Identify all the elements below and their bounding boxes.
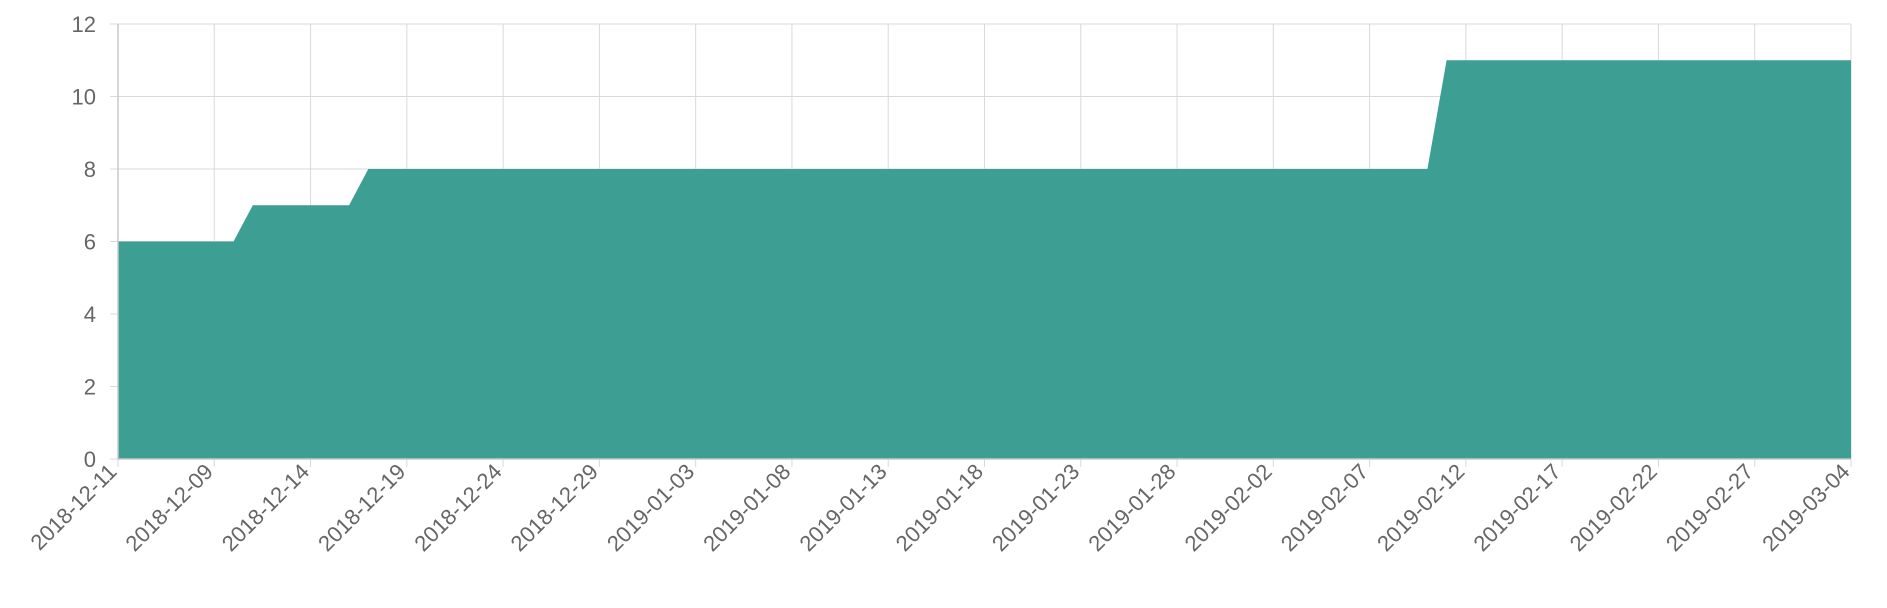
area-series <box>118 60 1851 460</box>
x-tick-label: 2018-12-29 <box>506 459 603 556</box>
y-tick-label: 0 <box>84 447 96 472</box>
area-fill <box>118 60 1851 460</box>
x-tick-label: 2019-01-23 <box>987 459 1084 556</box>
x-tick-label: 2019-03-04 <box>1757 459 1854 556</box>
y-axis-ticks: 0 2 4 6 8 10 12 <box>72 12 96 472</box>
x-tick-label: 2018-12-11 <box>25 459 121 555</box>
y-tick-label: 12 <box>72 12 96 37</box>
x-tick-label: 2018-12-24 <box>409 459 506 556</box>
x-tick-label: 2018-12-14 <box>217 459 314 556</box>
axes <box>117 24 1851 460</box>
y-tick-label: 4 <box>84 302 96 327</box>
y-tick-label: 2 <box>84 375 96 400</box>
x-tick-label: 2018-12-19 <box>313 459 410 556</box>
x-tick-label: 2019-02-27 <box>1661 459 1758 556</box>
x-tick-label: 2018-12-09 <box>121 459 218 556</box>
x-tick-label: 2019-02-17 <box>1468 459 1565 556</box>
x-tick-label: 2019-02-02 <box>1180 459 1277 556</box>
x-tick-label: 2019-02-12 <box>1372 459 1469 556</box>
x-tick-label: 2019-01-03 <box>602 459 699 556</box>
x-tick-label: 2019-01-28 <box>1083 459 1180 556</box>
x-tick-label: 2019-01-08 <box>698 459 795 556</box>
x-axis-ticks: 2018-12-11 2018-12-09 2018-12-14 2018-12-19… <box>25 459 1854 556</box>
y-tick-label: 6 <box>84 230 96 255</box>
x-tick-label: 2019-01-18 <box>891 459 988 556</box>
x-tick-label: 2019-02-22 <box>1565 459 1662 556</box>
x-tick-label: 2019-02-07 <box>1276 459 1373 556</box>
x-tick-label: 2019-01-13 <box>794 459 891 556</box>
y-tick-label: 10 <box>72 85 96 110</box>
y-tick-label: 8 <box>84 157 96 182</box>
